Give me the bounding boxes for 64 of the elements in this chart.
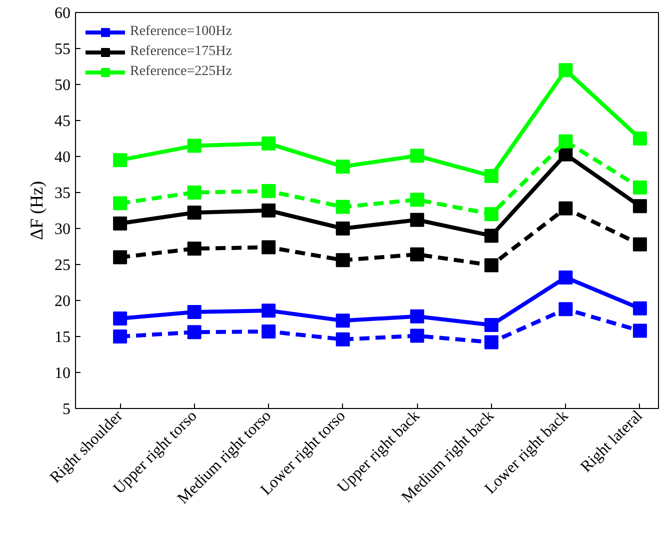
point — [262, 304, 276, 318]
point — [262, 204, 276, 218]
point — [187, 305, 202, 320]
legend-label: Reference=225Hz — [130, 64, 232, 80]
point — [632, 301, 647, 316]
point — [336, 332, 350, 346]
point — [113, 153, 128, 168]
point — [113, 250, 128, 264]
point — [187, 186, 202, 200]
point — [410, 148, 424, 163]
point — [262, 324, 276, 338]
point — [113, 330, 128, 344]
point — [484, 258, 498, 272]
legend-label: Reference=175Hz — [130, 44, 232, 60]
y-tick-label: 10 — [54, 365, 70, 382]
point — [410, 328, 424, 343]
point — [187, 138, 202, 153]
point — [558, 270, 573, 284]
y-axis-title: ΔF (Hz) — [26, 180, 46, 240]
point — [262, 240, 276, 254]
point — [558, 134, 573, 148]
y-tick-label: 45 — [54, 113, 70, 130]
point — [484, 318, 498, 332]
point — [558, 63, 573, 78]
point — [187, 325, 202, 340]
point — [632, 199, 647, 214]
y-tick-label: 15 — [54, 329, 70, 346]
point — [632, 180, 647, 194]
point — [187, 242, 202, 256]
point — [262, 184, 276, 198]
point — [187, 206, 202, 220]
point — [336, 314, 350, 328]
y-tick-label: 25 — [54, 257, 70, 274]
legend-label: Reference=100Hz — [130, 24, 232, 40]
point — [262, 136, 276, 151]
point — [410, 247, 424, 262]
point — [410, 192, 424, 207]
point — [558, 302, 573, 316]
y-tick-label: 55 — [54, 41, 70, 58]
point — [410, 212, 424, 227]
point — [484, 335, 498, 350]
y-tick-label: 20 — [54, 293, 70, 310]
point — [484, 207, 498, 222]
point — [410, 309, 424, 324]
point — [113, 196, 128, 210]
point — [336, 253, 350, 268]
point — [113, 312, 128, 326]
point — [113, 216, 128, 230]
point — [484, 168, 498, 183]
point — [632, 324, 647, 338]
y-tick-label: 35 — [54, 185, 70, 202]
point — [558, 201, 573, 216]
y-tick-label: 60 — [54, 5, 70, 22]
point — [484, 228, 498, 243]
point — [632, 132, 647, 146]
y-tick-label: 50 — [54, 77, 70, 94]
y-tick-label: 5 — [62, 401, 70, 418]
point — [336, 200, 350, 214]
point — [336, 222, 350, 236]
point — [632, 237, 647, 252]
y-tick-label: 40 — [54, 149, 70, 166]
y-tick-label: 30 — [54, 221, 70, 238]
point — [336, 160, 350, 174]
point — [558, 147, 573, 162]
